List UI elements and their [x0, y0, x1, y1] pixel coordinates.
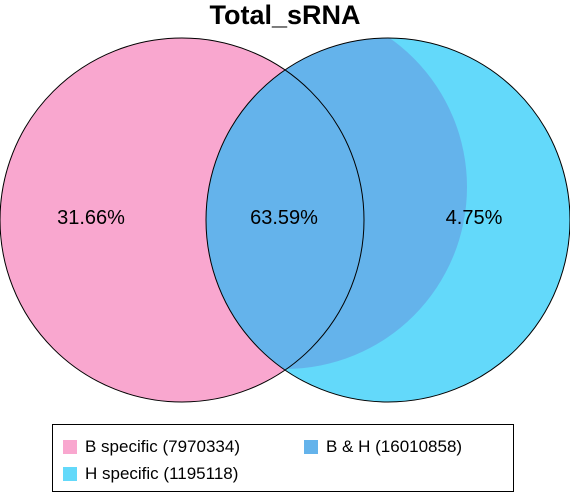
legend: B specific (7970334) B & H (16010858) H … [52, 424, 514, 492]
legend-swatch-h-specific [63, 467, 77, 481]
overlap-percent: 63.59% [250, 207, 318, 229]
legend-item-h-specific: H specific (1195118) [63, 464, 238, 484]
h-only-percent: 4.75% [445, 207, 503, 229]
legend-item-b-specific: B specific (7970334) [63, 437, 240, 457]
b-only-percent: 31.66% [57, 207, 125, 229]
legend-label-b-and-h: B & H (16010858) [326, 437, 463, 456]
set-b-outline [0, 37, 365, 403]
set-h-outline [205, 37, 570, 403]
legend-label-h-specific: H specific (1195118) [85, 464, 239, 483]
legend-swatch-b-specific [63, 440, 77, 454]
venn-diagram [0, 37, 570, 403]
overlap-region [206, 38, 467, 369]
legend-label-b-specific: B specific (7970334) [85, 437, 240, 456]
legend-swatch-b-and-h [304, 440, 318, 454]
diagram-title: Total_sRNA [209, 0, 361, 30]
legend-item-b-and-h: B & H (16010858) [304, 437, 462, 457]
